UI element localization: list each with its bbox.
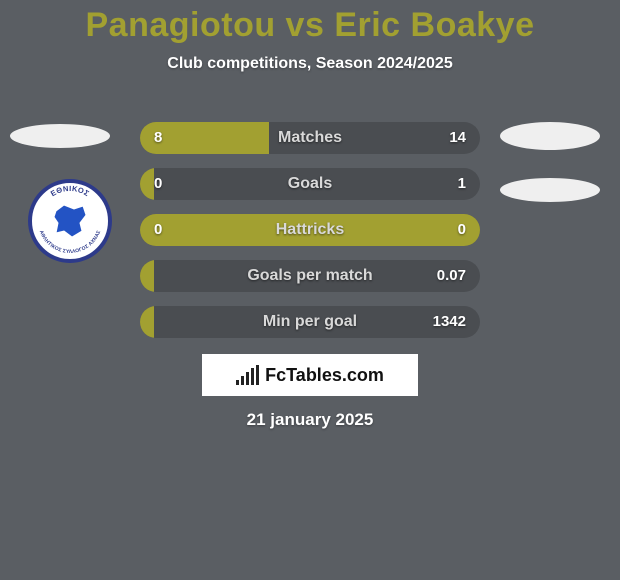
stat-label: Matches bbox=[140, 122, 480, 154]
page-subtitle: Club competitions, Season 2024/2025 bbox=[0, 55, 620, 73]
stat-row: 01Goals bbox=[140, 168, 480, 200]
svg-text:ΕΘΝΙΚΟΣ: ΕΘΝΙΚΟΣ bbox=[49, 184, 91, 198]
badge-map-icon bbox=[50, 201, 90, 241]
stat-row: 814Matches bbox=[140, 122, 480, 154]
comparison-infographic: Panagiotou vs Eric Boakye Club competiti… bbox=[0, 0, 620, 580]
stat-row: 0.07Goals per match bbox=[140, 260, 480, 292]
player-photo-placeholder bbox=[10, 124, 110, 148]
player-photo-placeholder bbox=[500, 178, 600, 202]
page-title: Panagiotou vs Eric Boakye bbox=[0, 0, 620, 45]
brand-watermark: FcTables.com bbox=[202, 354, 418, 396]
badge-text-top: ΕΘΝΙΚΟΣ bbox=[49, 184, 91, 198]
stat-label: Min per goal bbox=[140, 306, 480, 338]
brand-text: FcTables.com bbox=[265, 365, 384, 386]
stats-panel: 814Matches 01Goals 00Hattricks 0.07Goals pe… bbox=[140, 122, 480, 352]
stat-label: Goals bbox=[140, 168, 480, 200]
club-badge: ΕΘΝΙΚΟΣ ΑΘΛΗΤΙΚΟΣ ΣΥΛΛΟΓΟΣ ΑΧΝΑΣ bbox=[28, 179, 112, 263]
stat-row: 00Hattricks bbox=[140, 214, 480, 246]
stat-row: 1342Min per goal bbox=[140, 306, 480, 338]
brand-chart-icon bbox=[236, 365, 259, 385]
stat-label: Hattricks bbox=[140, 214, 480, 246]
player-photo-placeholder bbox=[500, 122, 600, 150]
stat-label: Goals per match bbox=[140, 260, 480, 292]
date-label: 21 january 2025 bbox=[0, 410, 620, 430]
